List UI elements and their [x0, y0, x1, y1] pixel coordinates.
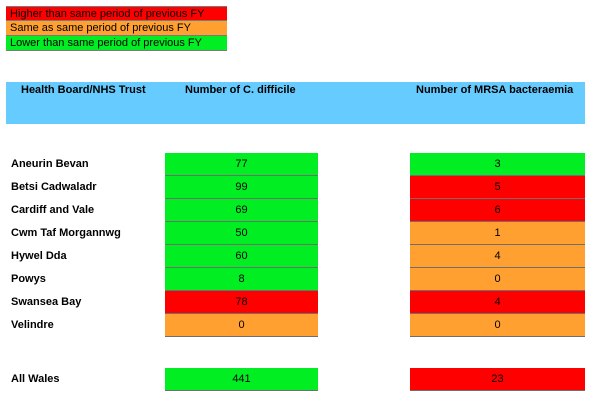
- total-label: All Wales: [11, 373, 60, 385]
- row-label: Hywel Dda: [11, 250, 67, 262]
- mrsa-cell: 1: [410, 222, 585, 245]
- legend-item-lower: Lower than same period of previous FY: [6, 36, 227, 51]
- cdiff-cell: 60: [165, 245, 318, 268]
- row-label: Cardiff and Vale: [11, 204, 95, 216]
- cdiff-cell: 69: [165, 199, 318, 222]
- row-label: Aneurin Bevan: [11, 158, 89, 170]
- cdiff-cell: 8: [165, 268, 318, 291]
- mrsa-cell: 4: [410, 291, 585, 314]
- row-label: Cwm Taf Morgannwg: [11, 227, 121, 239]
- mrsa-cell: 3: [410, 153, 585, 176]
- table-header-band: [6, 82, 585, 124]
- cdiff-cell: 78: [165, 291, 318, 314]
- mrsa-cell: 0: [410, 314, 585, 337]
- header-cdiff: Number of C. difficile: [185, 84, 296, 96]
- row-label: Swansea Bay: [11, 296, 82, 308]
- legend-item-higher: Higher than same period of previous FY: [6, 6, 227, 21]
- legend: Higher than same period of previous FY S…: [6, 6, 227, 51]
- cdiff-cell: 0: [165, 314, 318, 337]
- mrsa-cell: 0: [410, 268, 585, 291]
- row-label: Betsi Cadwaladr: [11, 181, 97, 193]
- cdiff-cell: 77: [165, 153, 318, 176]
- total-cdiff-cell: 441: [165, 368, 318, 391]
- mrsa-cell: 4: [410, 245, 585, 268]
- row-label: Velindre: [11, 319, 54, 331]
- cdiff-cell: 50: [165, 222, 318, 245]
- mrsa-cell: 5: [410, 176, 585, 199]
- cdiff-cell: 99: [165, 176, 318, 199]
- legend-item-same: Same as same period of previous FY: [6, 21, 227, 36]
- row-label: Powys: [11, 273, 46, 285]
- mrsa-cell: 6: [410, 199, 585, 222]
- total-mrsa-cell: 23: [410, 368, 585, 391]
- header-trust: Health Board/NHS Trust: [21, 84, 146, 96]
- header-mrsa: Number of MRSA bacteraemia: [416, 84, 574, 96]
